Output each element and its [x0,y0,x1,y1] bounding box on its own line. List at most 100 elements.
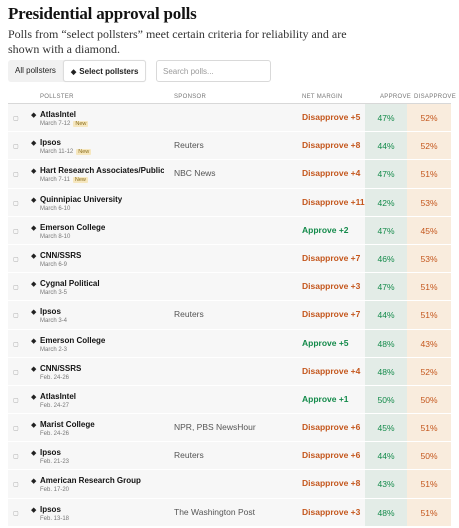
table-row[interactable]: ▢ ◆ CNN/SSRS Feb. 24-26 Disapprove +4 48% 52% [8,357,451,386]
checkbox-icon[interactable]: ▢ [13,397,19,404]
net-margin: Approve +1 [302,393,349,404]
disapprove-value: 51% [407,414,451,442]
select-pollsters-button[interactable]: ◆ Select pollsters [62,60,147,82]
checkbox-icon[interactable]: ▢ [13,510,19,517]
pollster-name: AtlasIntel [40,110,77,119]
approve-value: 44% [365,132,407,160]
poll-dates: March 11-12 New [40,149,92,156]
disapprove-value: 50% [407,442,451,470]
new-badge: New [76,149,92,156]
diamond-icon: ◆ [70,69,77,76]
disapprove-value: 43% [407,329,451,357]
header-sponsor[interactable]: SPONSOR [174,94,207,100]
disapprove-value: 51% [407,273,451,301]
all-pollsters-button[interactable]: All pollsters [8,60,63,82]
poll-date-text: Feb. 24-27 [40,402,70,409]
pollster-name: Ipsos [40,307,61,317]
header-approve[interactable]: APPROVE [380,94,412,100]
header-disapprove[interactable]: DISAPPROVE [414,94,457,100]
checkbox-icon[interactable]: ▢ [13,256,19,263]
search-input[interactable] [156,60,271,82]
header-pollster[interactable]: POLLSTER [40,94,74,100]
net-margin: Approve +5 [302,337,349,348]
approve-value: 47% [365,216,407,244]
poll-date-text: March 7-11 [40,177,70,184]
pollster-name: CNN/SSRS [40,250,82,260]
poll-date-text: Feb. 24-26 [40,374,70,381]
table-row[interactable]: ▢ ◆ AtlasIntel Feb. 24-27 Approve +1 50% 50% [8,385,451,415]
poll-date-text: March 11-12 [40,149,74,156]
disapprove-value: 52% [407,104,451,132]
poll-dates: March 7-11 New [40,177,88,184]
pollster-name: Cygnal Political [40,279,100,289]
checkbox-icon[interactable]: ▢ [13,313,19,320]
poll-dates: Feb. 24-27 [40,403,69,409]
checkbox-icon[interactable]: ▢ [13,200,19,207]
approve-value: 46% [365,244,407,273]
poll-dates: March 3-4 [40,318,67,324]
checkbox-icon[interactable]: ▢ [13,116,19,122]
sponsor-name: Reuters [174,309,204,320]
approve-value: 48% [365,357,407,385]
table-row[interactable]: ▢ ◆ Emerson College March 8-10 Approve +2 47%… [8,216,451,245]
diamond-icon: ◆ [31,112,37,119]
checkbox-icon[interactable]: ▢ [13,426,19,433]
approve-value: 48% [365,498,407,526]
checkbox-icon[interactable]: ▢ [13,369,19,376]
table-row[interactable]: ▢ ◆ CNN/SSRS March 6-9 Disapprove +7 46% 53% [8,244,451,274]
poll-date-text: Feb. 21-23 [40,459,70,466]
diamond-icon: ◆ [31,224,37,232]
approve-value: 48% [365,329,407,357]
checkbox-icon[interactable]: ▢ [13,285,19,292]
table-row[interactable]: ▢ ◆ American Research Group Feb. 17-20 Disap… [8,470,451,499]
approve-value: 45% [365,414,407,442]
diamond-icon: ◆ [31,478,37,486]
checkbox-icon[interactable]: ▢ [13,144,19,151]
approve-value: 44% [365,301,407,329]
checkbox-icon[interactable]: ▢ [13,482,19,489]
pollster-name: Marist College [40,420,95,430]
diamond-icon: ◆ [31,365,37,373]
table-row[interactable]: ▢ ◆ Emerson College March 2-3 Approve +5 48% 4… [8,329,451,358]
checkbox-icon[interactable]: ▢ [13,341,19,348]
table-row[interactable]: ▢ ◆ Cygnal Political March 3-5 Disapprove +3… [8,273,451,302]
table-row[interactable]: ▢ ◆ Quinnipiac University March 6-10 Disappr… [8,188,451,217]
pollster-name: Quinnipiac University [40,194,123,204]
table-row[interactable]: ▢ ◆ Ipsos March 11-12 New Reuters Disapprove +… [8,132,451,161]
table-row[interactable]: ▢ ◆ Marist College Feb. 24-26 NPR, PBS NewsH… [8,414,451,443]
poll-date-text: Feb. 13-18 [40,515,70,522]
net-margin: Disapprove +6 [302,450,361,461]
table-row[interactable]: ▢ ◆ Hart Research Associates/Public March 7… [8,160,451,189]
table-row[interactable]: ▢ ◆ Ipsos March 3-4 Reuters Disapprove +7 44% 5… [8,301,451,330]
approve-value: 44% [365,442,407,470]
net-margin: Disapprove +4 [302,168,361,179]
diamond-icon: ◆ [31,196,37,204]
poll-dates: Feb. 24-26 [40,431,69,437]
checkbox-icon[interactable]: ▢ [13,454,19,461]
table-row[interactable]: ▢ ◆ AtlasIntel March 7-12 New Disapprove +5 47… [8,104,451,133]
diamond-icon: ◆ [31,422,37,430]
net-margin: Disapprove +7 [302,309,361,320]
diamond-icon: ◆ [31,281,37,289]
poll-date-text: March 7-12 [40,121,71,127]
table-row[interactable]: ▢ ◆ Ipsos Feb. 21-23 Reuters Disapprove +6 44%… [8,442,451,471]
checkbox-icon[interactable]: ▢ [13,172,19,179]
pollster-name: AtlasIntel [40,391,77,401]
sponsor-name: Reuters [174,140,204,151]
disapprove-value: 51% [407,498,451,526]
diamond-icon: ◆ [31,309,37,317]
diamond-icon: ◆ [31,168,37,176]
approve-value: 42% [365,188,407,216]
poll-dates: March 2-3 [40,347,67,353]
checkbox-icon[interactable]: ▢ [13,228,19,235]
poll-dates: March 7-12 New [40,121,89,127]
diamond-icon: ◆ [31,337,37,345]
table-row[interactable]: ▢ ◆ Ipsos Feb. 13-18 The Washington Post Disa… [8,498,451,527]
approve-value: 47% [365,160,407,188]
new-badge: New [73,121,89,127]
approve-value: 43% [365,470,407,498]
poll-date-text: March 2-3 [40,346,68,353]
diamond-icon: ◆ [31,506,37,514]
diamond-icon: ◆ [31,450,37,458]
header-net-margin[interactable]: NET MARGIN [302,94,343,100]
